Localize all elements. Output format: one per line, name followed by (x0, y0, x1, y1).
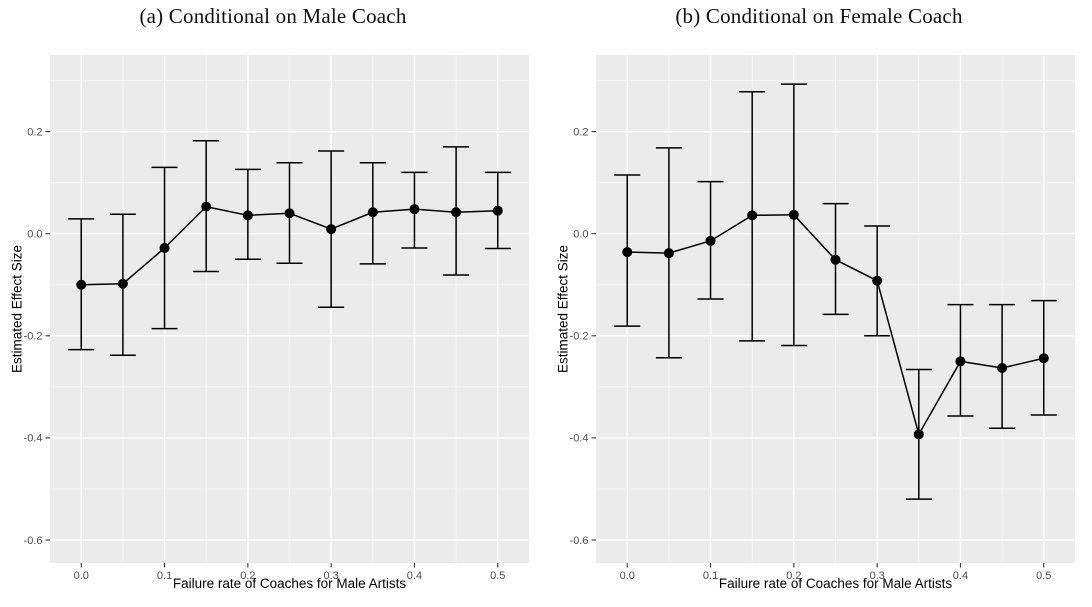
axes: 0.2 0.0 -0.2 -0.4 -0.6 0.0 0.1 0.2 0.3 0.4 0.5 (24, 126, 506, 582)
data-point (492, 205, 503, 216)
x-tick-label: 0.0 (620, 570, 635, 582)
data-points (622, 209, 1049, 440)
data-point (788, 209, 799, 220)
x-tick-label: 0.3 (324, 570, 339, 582)
x-tick-label: 0.2 (786, 570, 801, 582)
x-tick-label: 0.5 (1036, 570, 1051, 582)
data-point (367, 207, 378, 218)
data-point (326, 224, 337, 235)
y-tick-label: -0.6 (24, 535, 43, 547)
y-tick-label: -0.6 (570, 535, 589, 547)
data-point (872, 275, 883, 286)
x-tick-label: 0.3 (870, 570, 885, 582)
y-tick-label: 0.2 (27, 126, 42, 138)
data-point (76, 279, 87, 290)
panel-b-x-axis-title: Failure rate of Coaches for Male Artists (718, 576, 953, 591)
data-point (1038, 353, 1049, 364)
data-point (622, 247, 633, 258)
x-tick-label: 0.2 (240, 570, 255, 582)
data-point (117, 278, 128, 289)
data-point (997, 362, 1008, 373)
data-point (913, 429, 924, 440)
y-tick-label: -0.2 (24, 331, 43, 343)
x-tick-label: 0.1 (703, 570, 718, 582)
panel-a-x-axis-title: Failure rate of Coaches for Male Artists (172, 576, 407, 591)
subfigure-b: (b) Conditional on Female Coach 0.2 0.0 -0… (546, 0, 1092, 607)
data-point (284, 208, 295, 219)
y-tick-label: -0.2 (570, 331, 589, 343)
data-point (409, 204, 420, 215)
panel-b-plot: 0.2 0.0 -0.2 -0.4 -0.6 0.0 0.1 0.2 0.3 0.4 0.5 (570, 55, 1075, 582)
data-point (242, 210, 253, 221)
y-tick-label: 0.2 (573, 126, 588, 138)
x-tick-label: 0.4 (953, 570, 968, 582)
y-tick-label: 0.0 (27, 228, 42, 240)
subfigure-a: (a) Conditional on Male Coach 0.2 0.0 -0.2… (9, 4, 529, 591)
data-point (955, 356, 966, 367)
panel-b-y-axis-title: Estimated Effect Size (555, 244, 571, 374)
data-point (201, 201, 212, 212)
panel-a-plot: 0.2 0.0 -0.2 -0.4 -0.6 0.0 0.1 0.2 0.3 0.4 0.5 (24, 55, 529, 582)
x-tick-label: 0.4 (407, 570, 422, 582)
panel-a-y-axis-title: Estimated Effect Size (9, 244, 25, 374)
x-tick-label: 0.5 (490, 570, 505, 582)
y-tick-label: 0.0 (573, 228, 588, 240)
data-point (451, 207, 462, 218)
panel-b-title: (b) Conditional on Female Coach (675, 4, 963, 28)
y-tick-label: -0.4 (570, 433, 589, 445)
data-points (76, 201, 503, 290)
data-point (705, 235, 716, 246)
x-tick-label: 0.0 (74, 570, 89, 582)
data-point (830, 254, 841, 265)
y-tick-label: -0.4 (24, 433, 43, 445)
data-point (747, 210, 758, 221)
axes: 0.2 0.0 -0.2 -0.4 -0.6 0.0 0.1 0.2 0.3 0.4 0.5 (570, 126, 1052, 582)
data-point (159, 242, 170, 253)
x-tick-label: 0.1 (157, 570, 172, 582)
data-point (663, 248, 674, 259)
panel-a-title: (a) Conditional on Male Coach (139, 4, 407, 28)
